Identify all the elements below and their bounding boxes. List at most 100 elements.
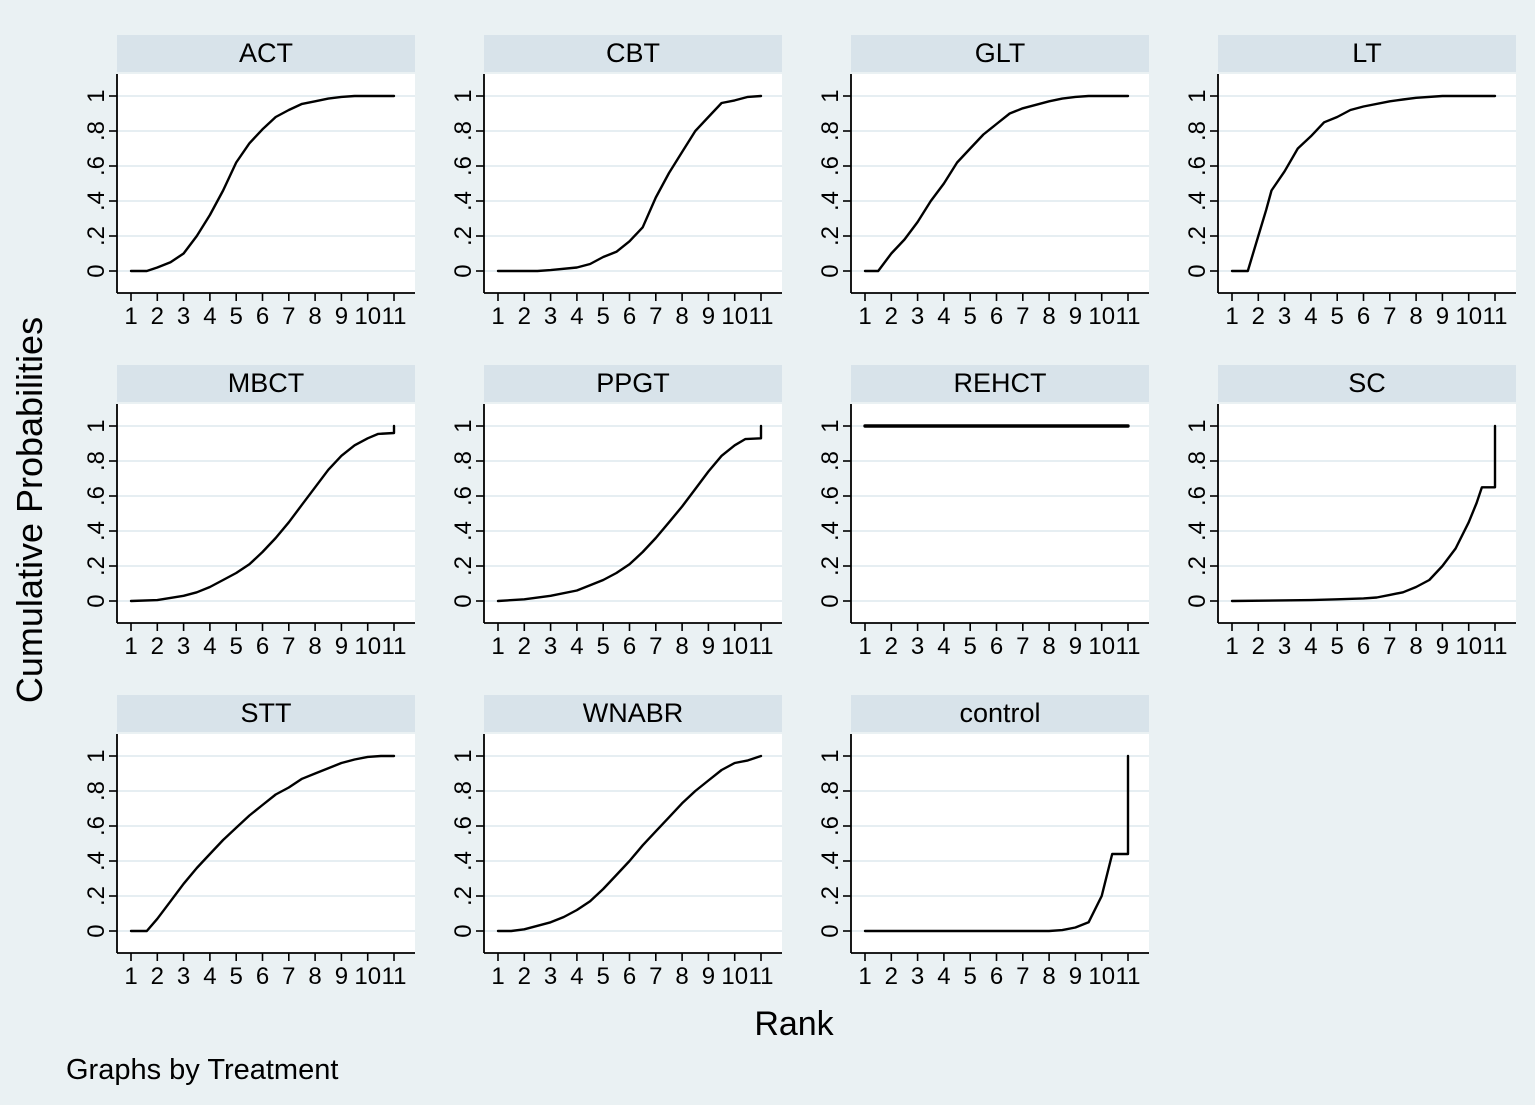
x-tick-label: 11 <box>382 633 407 660</box>
x-tick-label: 5 <box>1331 633 1344 660</box>
x-tick-label: 4 <box>570 633 583 660</box>
y-tick-label: 1 <box>450 89 477 102</box>
panel-title: SC <box>1218 365 1516 402</box>
x-tick-label: 8 <box>1042 633 1055 660</box>
plot-area: 0.2.4.6.811 2 3 4 5 6 7 8 9 10 11 <box>83 74 415 330</box>
panel-act: ACT 0.2.4.6.8 1 1 2 3 4 5 6 7 8 9 10 11 <box>71 35 416 330</box>
x-tick-label: 11 <box>1116 633 1141 660</box>
y-tick-label: .4 <box>817 191 844 211</box>
y-tick-label: 0 <box>817 264 844 277</box>
panel-glt: GLT 0.2.4.6.8 1 1 2 3 4 5 6 7 8 9 10 11 <box>805 35 1150 330</box>
x-tick-label: 6 <box>256 633 269 660</box>
y-tick-label: .8 <box>450 781 477 801</box>
y-tick-label: .6 <box>83 486 110 506</box>
x-tick-label: 4 <box>937 963 950 990</box>
plot-area: 0.2.4.6.811 2 3 4 5 6 7 8 9 10 11 <box>817 404 1149 660</box>
x-tick-label: 10 <box>1088 303 1115 330</box>
panel-title: control <box>851 695 1149 732</box>
x-tick-label: 11 <box>1116 963 1141 990</box>
plot-background <box>1218 404 1516 623</box>
x-tick-label: 6 <box>623 633 636 660</box>
y-tick-label: 0 <box>817 924 844 937</box>
x-tick-label: 4 <box>1304 303 1317 330</box>
x-tick-label: 10 <box>721 963 748 990</box>
x-tick-label: 3 <box>911 303 924 330</box>
x-tick-label: 8 <box>308 633 321 660</box>
x-tick-label: 9 <box>1069 633 1082 660</box>
y-tick-label: .6 <box>450 486 477 506</box>
y-tick-label: .2 <box>1184 226 1211 246</box>
y-tick-label: .6 <box>83 156 110 176</box>
plot-area: 0.2.4.6.811 2 3 4 5 6 7 8 9 10 11 <box>1184 74 1516 330</box>
x-tick-label: 7 <box>282 963 295 990</box>
y-tick-label: .4 <box>817 851 844 871</box>
x-tick-label: 5 <box>597 633 610 660</box>
y-tick-label: 0 <box>83 264 110 277</box>
y-tick-label: .6 <box>450 816 477 836</box>
x-tick-label: 10 <box>1088 633 1115 660</box>
x-tick-label: 11 <box>1483 303 1508 330</box>
cdf-curve <box>1230 94 1497 273</box>
cdf-curve <box>496 424 763 603</box>
y-tick-label: 1 <box>817 419 844 432</box>
x-tick-label: 6 <box>256 303 269 330</box>
x-tick-label: 2 <box>1252 633 1265 660</box>
x-tick-label: 11 <box>1116 303 1141 330</box>
x-axis-title: Rank <box>754 1005 834 1043</box>
x-tick-label: 2 <box>518 633 531 660</box>
x-tick-label: 6 <box>256 963 269 990</box>
x-tick-label: 7 <box>1383 303 1396 330</box>
x-tick-label: 1 <box>491 963 504 990</box>
y-tick-label: .4 <box>1184 191 1211 211</box>
plot-background <box>484 74 782 293</box>
x-tick-label: 6 <box>1357 303 1370 330</box>
x-tick-label: 1 <box>124 963 137 990</box>
panel-ppgt: PPGT 0.2.4.6.8 1 1 2 3 4 5 6 7 8 9 10 11 <box>438 365 783 660</box>
y-tick-label: .8 <box>817 781 844 801</box>
y-tick-label: 1 <box>450 749 477 762</box>
y-tick-label: 0 <box>83 924 110 937</box>
y-tick-label: 1 <box>83 749 110 762</box>
x-tick-label: 1 <box>858 963 871 990</box>
y-tick-label: .4 <box>83 851 110 871</box>
x-tick-label: 11 <box>749 303 774 330</box>
x-tick-label: 4 <box>937 303 950 330</box>
panel-title: CBT <box>484 35 782 72</box>
x-tick-label: 10 <box>1088 963 1115 990</box>
x-tick-label: 5 <box>1331 303 1344 330</box>
x-tick-label: 8 <box>675 963 688 990</box>
x-tick-label: 3 <box>544 963 557 990</box>
plot-area: 0.2.4.6.811 2 3 4 5 6 7 8 9 10 11 <box>817 74 1149 330</box>
x-tick-label: 5 <box>597 303 610 330</box>
x-tick-label: 7 <box>1016 633 1029 660</box>
y-tick-label: .2 <box>83 226 110 246</box>
x-tick-label: 6 <box>990 633 1003 660</box>
panel-wnabr: WNABR 0.2.4.6.8 1 1 2 3 4 5 6 7 8 9 10 11 <box>438 695 783 990</box>
x-tick-label: 1 <box>124 303 137 330</box>
y-tick-label: 0 <box>83 594 110 607</box>
x-tick-label: 9 <box>1436 633 1449 660</box>
panel-title: MBCT <box>117 365 415 402</box>
x-tick-label: 4 <box>203 963 216 990</box>
y-tick-label: .8 <box>83 451 110 471</box>
y-tick-label: 1 <box>450 419 477 432</box>
x-tick-label: 1 <box>491 633 504 660</box>
x-tick-label: 7 <box>649 963 662 990</box>
x-tick-label: 1 <box>1225 633 1238 660</box>
y-tick-label: 0 <box>1184 264 1211 277</box>
x-tick-label: 9 <box>335 633 348 660</box>
plot-area: 0.2.4.6.811 2 3 4 5 6 7 8 9 10 11 <box>83 734 415 990</box>
x-tick-label: 10 <box>721 303 748 330</box>
y-tick-label: .2 <box>817 886 844 906</box>
y-tick-label: 0 <box>817 594 844 607</box>
y-tick-label: .8 <box>817 451 844 471</box>
panel-control: control 0.2.4.6.8 1 1 2 3 4 5 6 7 8 9 10 11 <box>805 695 1150 990</box>
x-tick-label: 4 <box>203 633 216 660</box>
x-tick-label: 5 <box>230 963 243 990</box>
x-tick-label: 10 <box>354 303 381 330</box>
x-tick-label: 3 <box>1278 303 1291 330</box>
x-tick-label: 5 <box>230 303 243 330</box>
plot-background <box>484 404 782 623</box>
cdf-curve <box>863 754 1130 933</box>
